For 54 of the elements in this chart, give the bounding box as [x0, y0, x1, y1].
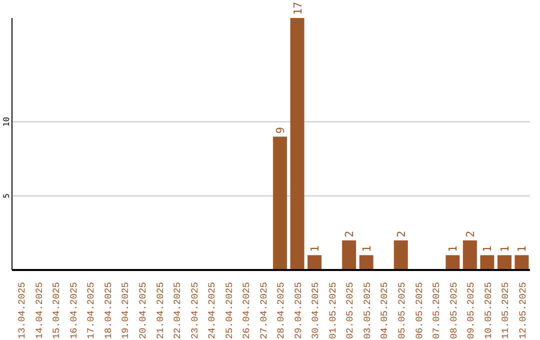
x-tick-label: 23.04.2025 [189, 282, 200, 340]
x-tick-label: 19.04.2025 [120, 282, 132, 340]
data-label: 17 [291, 2, 304, 15]
x-tick-label: 13.04.2025 [16, 282, 28, 340]
x-tick-label: 03.05.2025 [362, 282, 373, 340]
data-label: 1 [360, 246, 374, 252]
x-tick-label: 25.04.2025 [224, 282, 235, 340]
x-tick-label: 18.04.2025 [102, 282, 114, 340]
x-tick-label: 14.04.2025 [34, 282, 45, 340]
x-tick-label: 08.05.2025 [448, 282, 460, 340]
x-tick-label: 09.05.2025 [466, 282, 477, 340]
bar [446, 255, 460, 270]
x-tick-label: 28.04.2025 [276, 282, 287, 340]
bar [462, 240, 477, 270]
x-tick-label: 20.04.2025 [138, 282, 148, 340]
x-tick-label: 29.04.2025 [292, 282, 304, 340]
bar [480, 255, 494, 270]
x-tick-label: 12.05.2025 [517, 282, 528, 340]
data-label: 2 [394, 230, 408, 238]
x-tick-label: 10.05.2025 [482, 282, 494, 340]
y-tick-label: 10 [2, 116, 11, 127]
x-tick-label: 02.05.2025 [344, 282, 356, 340]
x-tick-label: 15.04.2025 [51, 282, 62, 340]
bar [290, 18, 304, 270]
x-tick-label: 11.05.2025 [500, 282, 512, 340]
x-tick-label: 05.05.2025 [396, 282, 408, 340]
bar [308, 255, 322, 270]
x-tick-label: 27.04.2025 [258, 282, 270, 340]
y-tick-label: 5 [2, 193, 11, 198]
x-tick-label: 22.04.2025 [172, 282, 184, 340]
data-label: 1 [446, 246, 460, 252]
x-tick-label: 24.04.2025 [206, 282, 218, 340]
bar [497, 255, 512, 270]
data-label: 2 [464, 230, 477, 238]
x-tick-label: 04.05.2025 [379, 282, 390, 340]
x-tick-label: 06.05.2025 [414, 282, 425, 340]
data-label: 1 [498, 246, 512, 252]
x-tick-label: 07.05.2025 [431, 282, 442, 340]
data-label: 1 [481, 246, 494, 252]
bar [342, 240, 356, 270]
x-tick-label: 17.04.2025 [86, 282, 97, 340]
x-tick-label: 26.04.2025 [241, 282, 252, 340]
x-tick-label: 30.04.2025 [310, 282, 322, 340]
x-tick-label: 21.04.2025 [154, 282, 166, 340]
data-label: 9 [274, 126, 287, 134]
x-tick-label: 01.05.2025 [327, 282, 338, 340]
data-label: 1 [308, 246, 322, 252]
x-tick-label: 16.04.2025 [68, 282, 80, 340]
data-label: 2 [343, 230, 356, 238]
bar [359, 255, 374, 270]
data-label: 1 [516, 246, 529, 252]
bar [514, 255, 529, 270]
bar [273, 136, 287, 270]
bar [394, 240, 408, 270]
